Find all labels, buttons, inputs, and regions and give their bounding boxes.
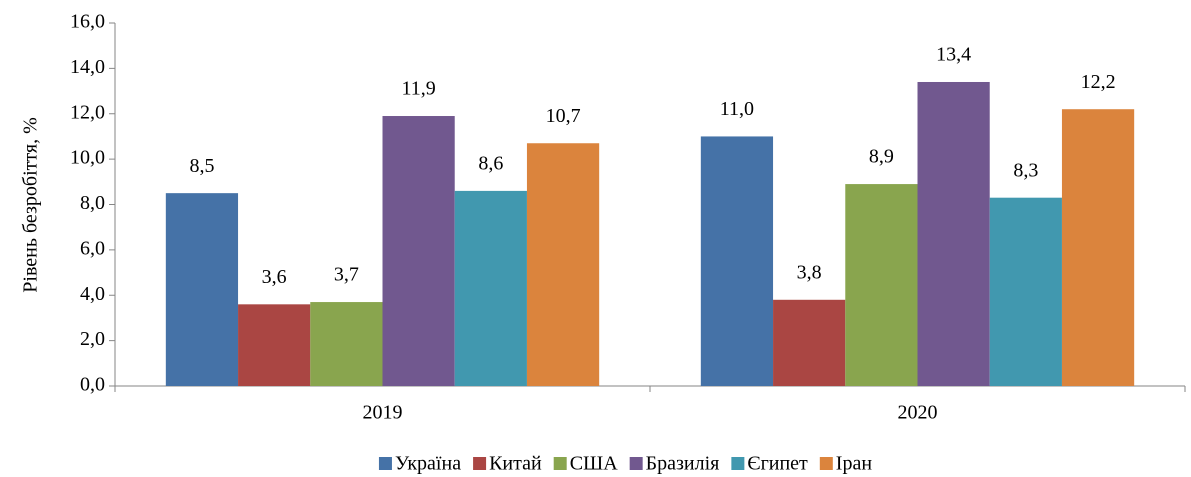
legend-label: Китай [489,453,542,475]
y-tick-label: 8,0 [80,192,105,214]
legend-item: Україна [378,453,461,475]
legend-item: США [553,453,619,475]
data-label: 10,7 [546,105,581,127]
legend-swatch [819,457,833,470]
data-label: 11,9 [401,78,435,100]
x-tick-label: 2020 [898,402,938,424]
bar [310,302,383,386]
y-tick-label: 12,0 [70,101,105,123]
legend-item: Китай [473,453,542,475]
y-tick-label: 16,0 [70,11,105,33]
bar [454,190,527,386]
legend-swatch [378,457,392,470]
legend-swatch [629,457,643,470]
data-label: 8,3 [1013,159,1038,181]
bar [526,143,600,386]
bar [845,184,918,386]
bar [700,136,774,386]
y-tick-label: 10,0 [70,147,105,169]
y-axis-label: Рівень безробіття, % [20,117,42,292]
data-label: 8,6 [478,152,503,174]
data-label: 11,0 [720,98,754,120]
legend-label: Єгипет [747,453,808,475]
legend-label: Україна [395,453,461,475]
data-label: 3,6 [262,266,287,288]
data-label: 8,9 [869,146,894,168]
y-tick-label: 2,0 [80,328,105,350]
legend-swatch [473,457,487,470]
bar [989,197,1062,386]
data-label: 3,8 [797,261,822,283]
legend-label: Бразилія [646,453,720,475]
data-label: 3,7 [334,264,359,286]
bar [917,81,990,387]
bar [238,304,311,386]
legend-item: Бразилія [629,453,720,475]
legend-swatch [731,457,745,470]
y-tick-label: 4,0 [80,283,105,305]
y-tick-label: 14,0 [70,56,105,78]
data-label: 12,2 [1081,71,1116,93]
x-tick-label: 2019 [363,402,403,424]
bar [165,193,239,386]
legend-item: Єгипет [731,453,808,475]
legend-swatch [553,457,567,470]
legend-label: Іран [836,453,873,475]
y-tick-label: 6,0 [80,237,105,259]
bar [382,116,455,387]
y-tick-label: 0,0 [80,374,105,396]
legend-label: США [570,453,619,475]
legend-item: Іран [819,453,873,475]
data-label: 13,4 [936,44,971,66]
bar [1061,109,1135,387]
bar [773,299,846,386]
data-label: 8,5 [189,155,214,177]
